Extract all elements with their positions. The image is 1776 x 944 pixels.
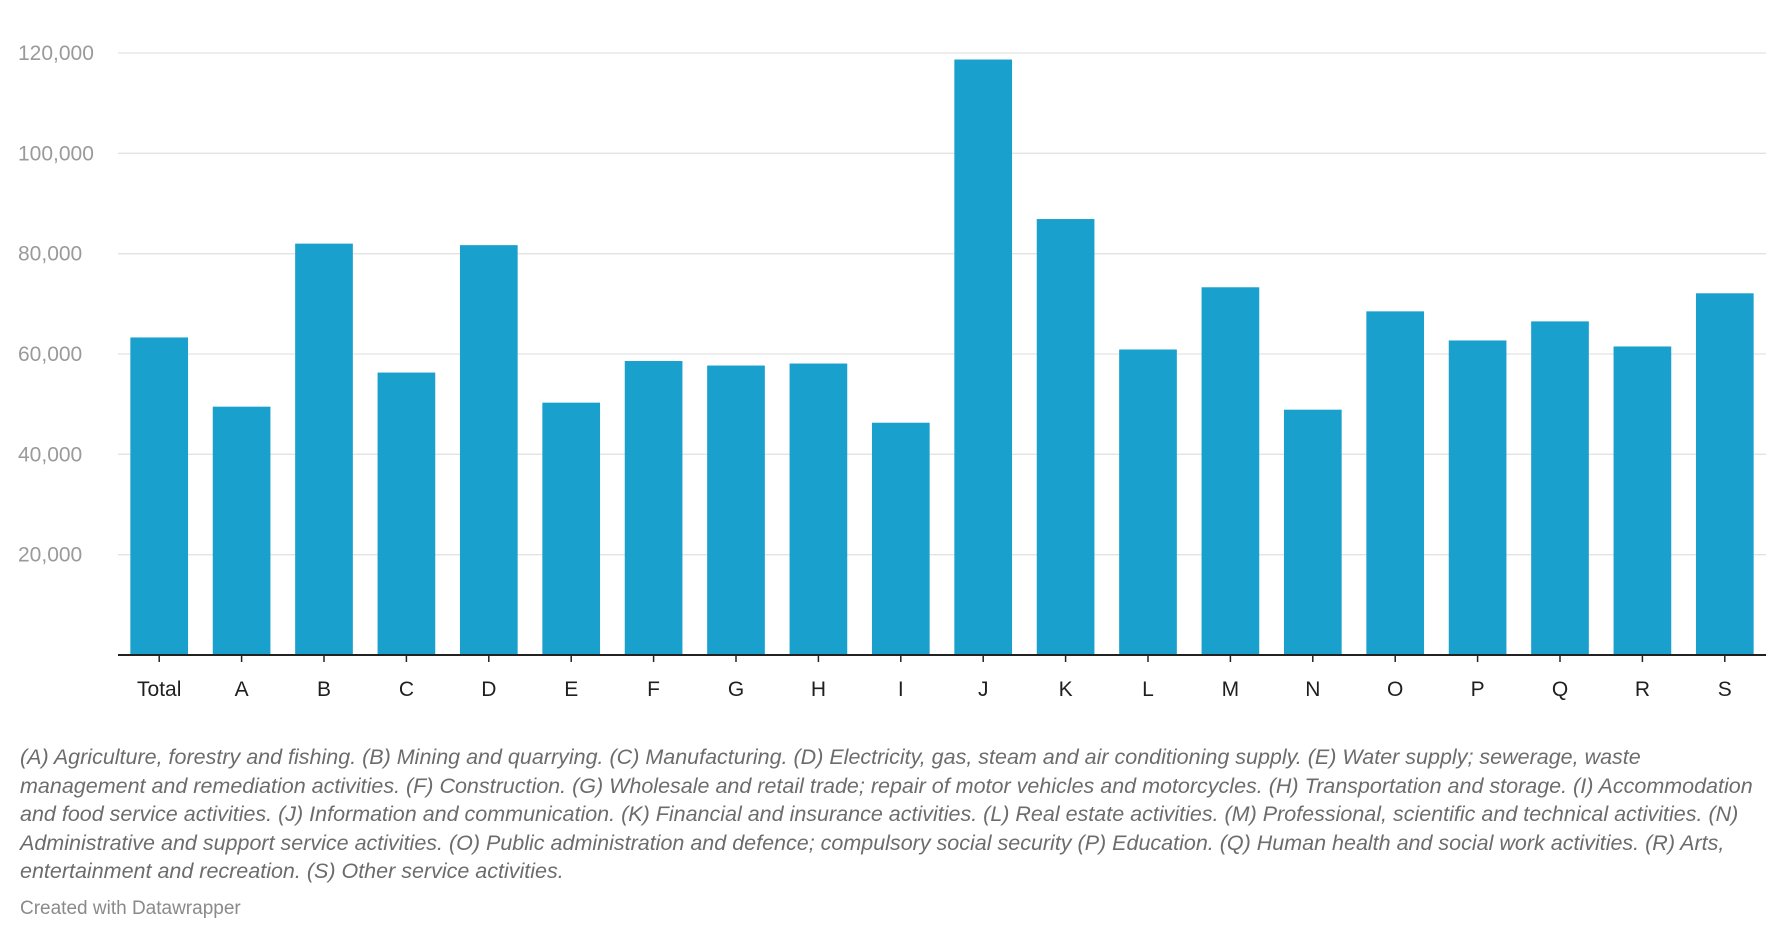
bar-total [130,337,189,655]
x-axis-tick-labels: Total A B C D E F G H I J K L M N O P Q R S [137,655,1732,701]
bar-b [295,243,353,655]
y-tick-label: 120,000 [18,42,94,65]
bar-e [542,402,601,655]
bar-f [624,361,683,655]
category-notes: (A) Agriculture, forestry and fishing. (… [20,745,1753,883]
x-tick-label: A [235,678,249,701]
bar-g [707,365,765,655]
bar-k [1036,219,1095,655]
y-tick-label: 100,000 [18,142,94,165]
gridlines [118,52,1766,556]
x-tick-label: O [1387,678,1403,701]
x-tick-label: R [1635,678,1650,701]
bar-j [954,59,1013,655]
x-tick-label: D [481,678,496,701]
bar-chart: 20,000 40,000 60,000 80,000 100,000 120,000 T… [18,42,1766,701]
y-axis-tick-labels: 20,000 40,000 60,000 80,000 100,000 120,000 [18,42,94,567]
x-tick-label: I [898,678,904,701]
bar-r [1613,346,1672,655]
x-tick-label: G [728,678,744,701]
bar-c [377,372,436,655]
x-tick-label: P [1471,678,1485,701]
x-tick-label: H [811,678,826,701]
y-tick-label: 40,000 [18,443,82,466]
bar-q [1531,321,1589,655]
bar-s [1695,293,1754,655]
bar-a [212,406,271,655]
x-tick-label: L [1142,678,1154,701]
x-tick-label: M [1222,678,1240,701]
x-tick-label: E [564,678,578,701]
bars [130,59,1754,655]
y-tick-label: 60,000 [18,343,82,366]
bar-m [1201,287,1260,655]
x-tick-label: K [1059,678,1073,701]
bar-i [871,422,930,655]
bar-h [789,363,848,655]
y-tick-label: 20,000 [18,544,82,567]
chart-area: 20,000 40,000 60,000 80,000 100,000 120,000 T… [18,42,1766,701]
x-tick-label: Q [1552,678,1568,701]
x-tick-label: N [1305,678,1320,701]
credit-line: Created with Datawrapper [20,898,241,919]
bar-p [1448,340,1507,655]
x-tick-label: J [978,678,989,701]
x-tick-label: B [317,678,331,701]
bar-n [1283,409,1342,655]
x-tick-label: F [647,678,660,701]
bar-l [1119,349,1177,655]
y-tick-label: 80,000 [18,243,82,266]
bar-o [1366,311,1425,655]
bar-d [459,245,518,655]
x-tick-label: C [399,678,414,701]
x-tick-label: Total [137,678,181,701]
x-tick-label: S [1718,678,1732,701]
